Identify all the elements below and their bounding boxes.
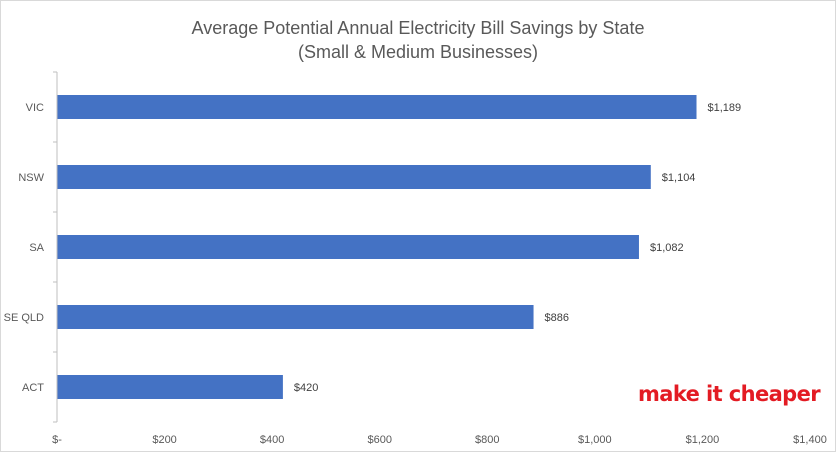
labels-layer: VIC $1,189 NSW $1,104 SA $1,082 SE QLD $886 ACT $… [4, 102, 827, 446]
x-tick-label: $1,400 [793, 434, 827, 446]
x-tick-label: $800 [475, 434, 499, 446]
y-tick-label: SE QLD [4, 312, 44, 324]
bar-sa [57, 235, 639, 259]
bars-layer [57, 95, 697, 399]
x-tick-label: $400 [260, 434, 284, 446]
data-label: $1,104 [662, 172, 696, 184]
chart-subtitle: (Small & Medium Businesses) [297, 42, 539, 62]
x-tick-label: $600 [367, 434, 391, 446]
data-label: $1,082 [650, 242, 684, 254]
y-tick-label: ACT [22, 382, 44, 394]
chart-title-block: Average Potential Annual Electricity Bil… [0, 16, 836, 64]
axis-layer [53, 71, 58, 423]
x-tick-label: $1,200 [686, 434, 720, 446]
y-tick-label: VIC [26, 102, 44, 114]
bar-se-qld [57, 305, 534, 329]
brand-logo: make it cheaper [638, 382, 821, 406]
bar-vic [57, 95, 697, 119]
bar-nsw [57, 165, 651, 189]
y-tick-label: NSW [18, 172, 44, 184]
chart-title: Average Potential Annual Electricity Bil… [191, 18, 645, 38]
data-label: $1,189 [708, 102, 742, 114]
x-tick-label: $1,000 [578, 434, 612, 446]
y-tick-label: SA [29, 242, 44, 254]
data-label: $420 [294, 382, 318, 394]
bar-act [57, 375, 283, 399]
x-tick-label: $200 [152, 434, 176, 446]
x-tick-label: $- [52, 434, 62, 446]
data-label: $886 [545, 312, 569, 324]
